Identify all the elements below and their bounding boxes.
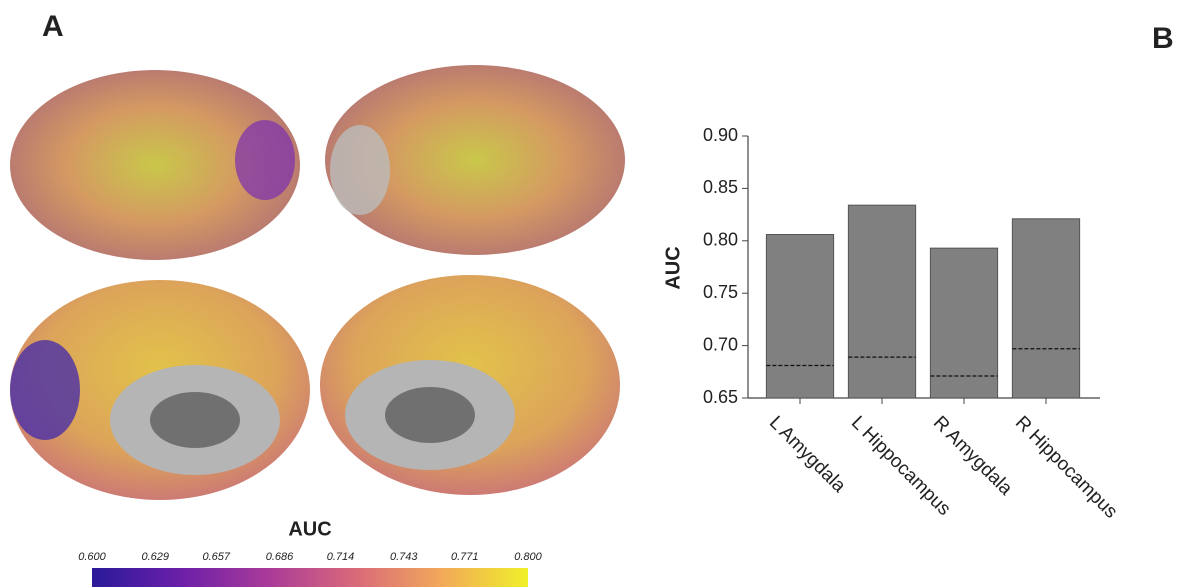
brain-region <box>235 120 295 200</box>
x-tick-label: R Amygdala <box>929 412 1017 500</box>
bar <box>1012 219 1079 398</box>
y-tick-label: 0.70 <box>703 334 738 354</box>
colorbar-title: AUC <box>288 518 331 540</box>
bar <box>848 205 915 398</box>
colorbar-tick-label: 0.800 <box>514 551 542 563</box>
colorbar-tick-label: 0.657 <box>202 551 230 563</box>
bar <box>766 235 833 398</box>
y-tick-label: 0.85 <box>703 177 738 197</box>
brain-region <box>330 125 390 215</box>
y-tick-label: 0.65 <box>703 387 738 407</box>
panel-label: B <box>1152 22 1174 55</box>
colorbar-tick-label: 0.714 <box>327 551 355 563</box>
colorbar-tick-label: 0.771 <box>451 551 479 563</box>
y-tick-label: 0.75 <box>703 282 738 302</box>
figure: A AUC B AUC 0.600 0.629 0.657 0.686 0.714 0.7… <box>0 0 1198 587</box>
brain-medial-wall <box>150 392 240 448</box>
panel-label: A <box>42 10 64 43</box>
y-tick-label: 0.80 <box>703 230 738 250</box>
y-tick-label: 0.90 <box>703 125 738 145</box>
colorbar-tick-label: 0.686 <box>266 551 294 563</box>
colorbar-tick-label: 0.743 <box>390 551 418 563</box>
colorbar <box>92 568 528 587</box>
x-tick-label: R Hippocampus <box>1011 412 1121 522</box>
brain-medial-wall <box>385 387 475 443</box>
colorbar-tick-label: 0.629 <box>141 551 169 563</box>
brain-images <box>10 65 625 500</box>
x-tick-label: L Amygdala <box>765 412 850 497</box>
brain-region <box>10 340 80 440</box>
colorbar-tick-label: 0.600 <box>78 551 106 563</box>
y-axis-label: AUC <box>662 246 684 289</box>
